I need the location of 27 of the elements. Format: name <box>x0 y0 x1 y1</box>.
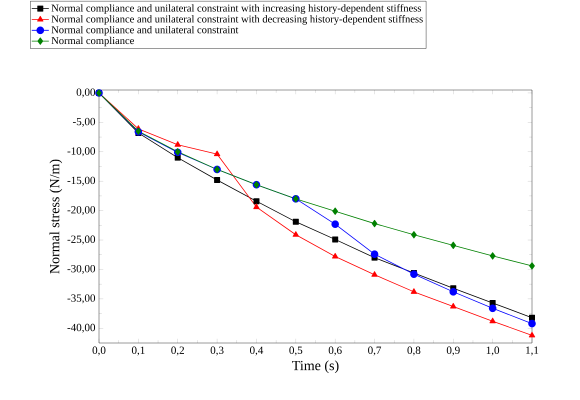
legend-label: Normal compliance <box>52 36 134 46</box>
y-tick-label: 0,00 <box>76 88 96 98</box>
y-tick-label: -25,00 <box>67 236 96 245</box>
x-tick-label: 0,2 <box>171 346 184 356</box>
x-tick-label: 1,1 <box>526 346 538 356</box>
x-tick-label: 0,3 <box>210 346 224 356</box>
x-tick-label: 0,8 <box>407 346 420 356</box>
y-tick-label: -15,00 <box>67 176 96 186</box>
x-tick-label: 0,1 <box>132 346 145 356</box>
y-tick-label: -5,00 <box>72 118 96 127</box>
x-tick-label: 0,4 <box>250 346 264 356</box>
y-axis-title: Normal stress (N/m) <box>49 160 62 274</box>
x-tick-label: 0,6 <box>328 346 342 356</box>
legend-label: Normal compliance and unilateral constraint with decreasing history-dependent stiffness <box>52 15 423 25</box>
y-tick-label: -30,00 <box>67 264 96 274</box>
y-tick-label: -20,00 <box>67 206 96 216</box>
legend-label: Normal compliance and unilateral constraint <box>52 26 238 36</box>
y-tick-label: -40,00 <box>67 324 96 333</box>
x-tick-label: 0,9 <box>446 346 460 356</box>
x-axis-title: Time (s) <box>292 360 339 374</box>
x-tick-label: 0,7 <box>368 346 382 356</box>
y-tick-label: -10,00 <box>67 147 96 156</box>
x-tick-label: 0,0 <box>92 346 106 356</box>
y-tick-label: -35,00 <box>67 294 96 304</box>
x-tick-label: 1,0 <box>486 346 500 356</box>
x-tick-label: 0,5 <box>289 346 302 356</box>
legend-label: Normal compliance and unilateral constraint with increasing history-dependent stiffness <box>52 4 422 14</box>
